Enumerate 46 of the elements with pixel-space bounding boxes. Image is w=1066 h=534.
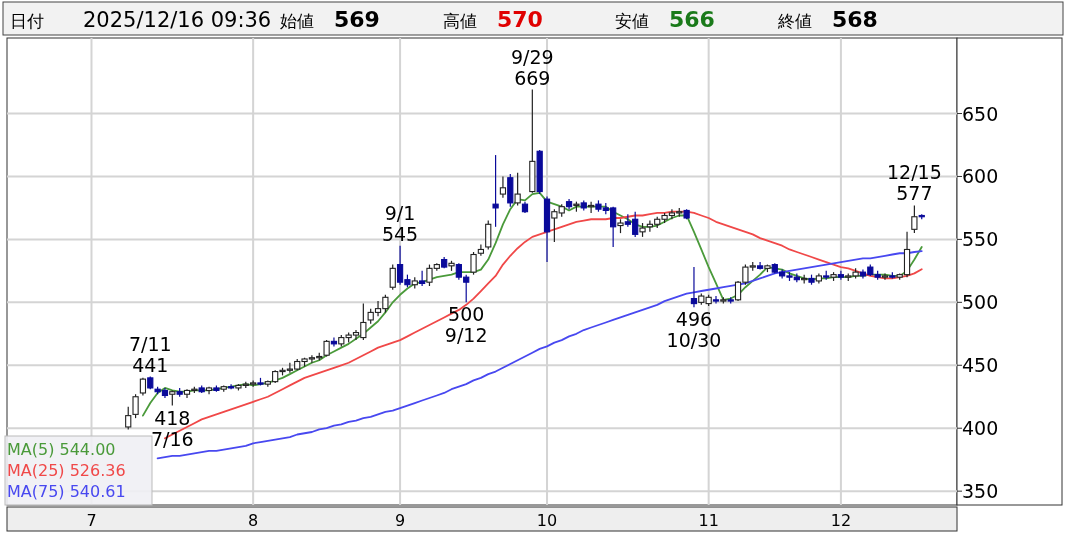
y-tick-label: 500 xyxy=(962,291,999,314)
candlestick xyxy=(837,270,845,281)
annotation: 496 10/30 xyxy=(666,308,722,352)
y-tick-label: 550 xyxy=(962,228,999,251)
x-tick-label: 11 xyxy=(698,511,719,530)
y-tick-label: 600 xyxy=(962,165,999,188)
text: 始値 xyxy=(280,11,314,31)
candlestick xyxy=(881,272,889,281)
text: 569 xyxy=(334,7,380,32)
text: 2025/12/16 09:36 xyxy=(83,8,272,32)
candlestick xyxy=(419,270,426,287)
annotation: 418 7/16 xyxy=(150,406,194,450)
annotation: 7/11 441 xyxy=(128,332,172,376)
candlestick xyxy=(485,219,492,251)
text: 終値 xyxy=(777,11,812,31)
text: 566 xyxy=(669,7,715,32)
candlestick xyxy=(492,154,499,228)
candlestick xyxy=(690,266,698,308)
text: 高値 xyxy=(443,11,477,31)
candlestick xyxy=(125,406,132,431)
x-tick-label: 9 xyxy=(394,511,406,530)
text: 570 xyxy=(497,7,543,32)
candlestick xyxy=(911,204,918,234)
annotation: 9/1 545 xyxy=(381,201,419,245)
text: 日付 xyxy=(10,11,44,31)
x-tick-label: 8 xyxy=(248,511,259,530)
candlestick xyxy=(477,243,485,257)
annotation: 12/15 577 xyxy=(887,161,942,205)
x-tick-label: 10 xyxy=(536,511,558,530)
annotation: 500 9/12 xyxy=(444,303,488,347)
candlestick xyxy=(132,393,139,419)
candlestick xyxy=(712,295,720,305)
x-tick-label: 7 xyxy=(86,511,97,530)
x-tick-label: 12 xyxy=(830,511,852,530)
y-tick-label: 350 xyxy=(962,480,999,503)
text: 568 xyxy=(832,7,878,32)
y-tick-label: 450 xyxy=(962,354,999,377)
annotation: 9/29 669 xyxy=(510,45,554,89)
candlestick xyxy=(389,263,396,291)
legend: MA(5) 544.00 MA(25) 526.36 MA(75) 540.61 xyxy=(4,435,153,506)
y-tick-label: 650 xyxy=(962,102,999,125)
candlestick xyxy=(514,172,521,207)
text: 安値 xyxy=(615,11,649,31)
candlestick xyxy=(470,251,477,276)
y-tick-label: 400 xyxy=(962,417,999,440)
candlestick xyxy=(499,175,507,199)
